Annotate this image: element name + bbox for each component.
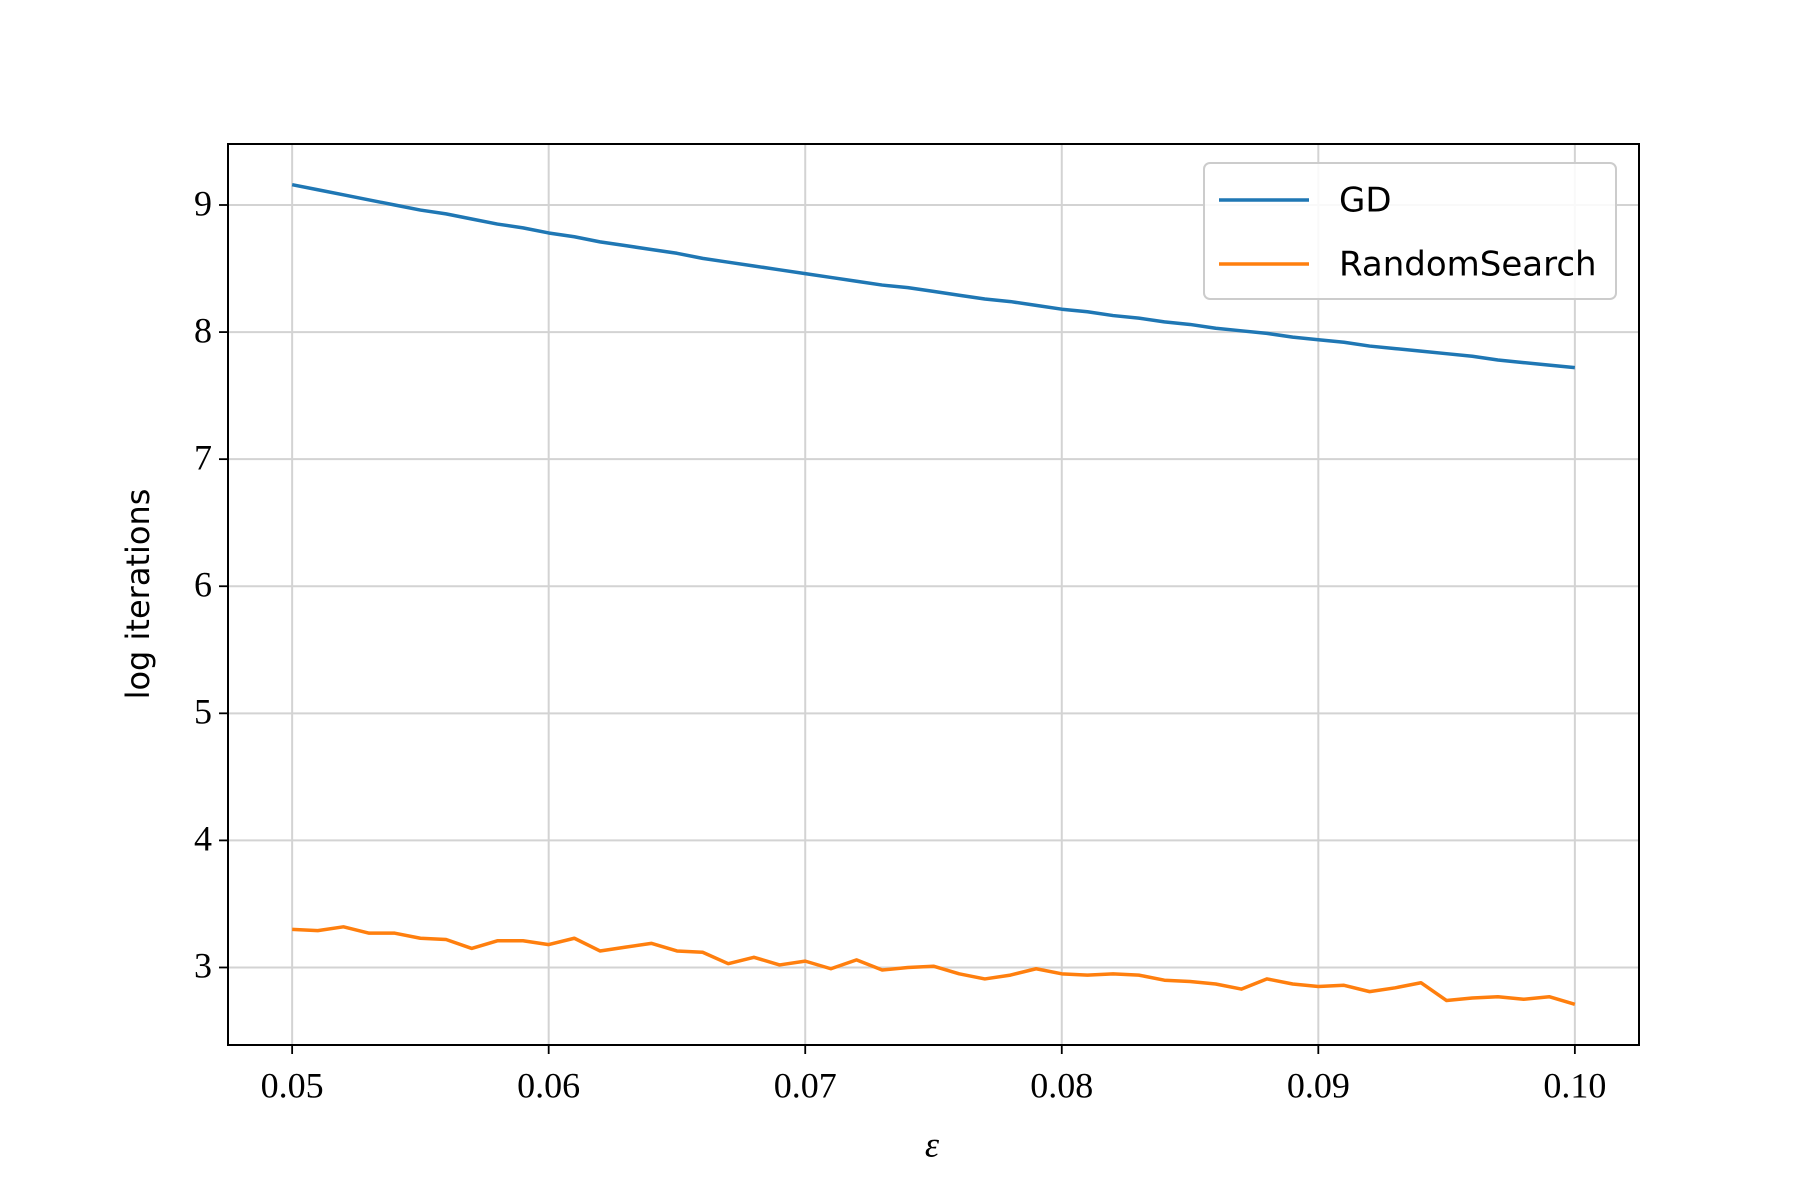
y-tick-label: 6 (194, 565, 212, 605)
plot-frame (227, 143, 1640, 1046)
y-tick-label: 9 (194, 183, 212, 223)
x-tick-label: 0.06 (517, 1065, 580, 1105)
x-tick-label: 0.10 (1543, 1065, 1606, 1105)
x-tick-label: 0.07 (774, 1065, 837, 1105)
legend-label: GD (1339, 181, 1392, 221)
x-tick-label: 0.08 (1030, 1065, 1093, 1105)
y-tick-label: 4 (194, 819, 212, 859)
y-tick-label: 8 (194, 310, 212, 350)
series-line (291, 182, 1576, 370)
y-tick-label: 3 (194, 946, 212, 986)
x-axis-label: ε (925, 1124, 940, 1164)
series-line (292, 925, 1576, 1007)
y-tick-label: 5 (194, 692, 212, 732)
x-tick-label: 0.05 (261, 1065, 324, 1105)
legend-label: RandomSearch (1339, 245, 1597, 285)
y-tick-label: 7 (194, 437, 212, 477)
y-axis-label: log iterations (119, 489, 157, 700)
x-tick-label: 0.09 (1287, 1065, 1350, 1105)
